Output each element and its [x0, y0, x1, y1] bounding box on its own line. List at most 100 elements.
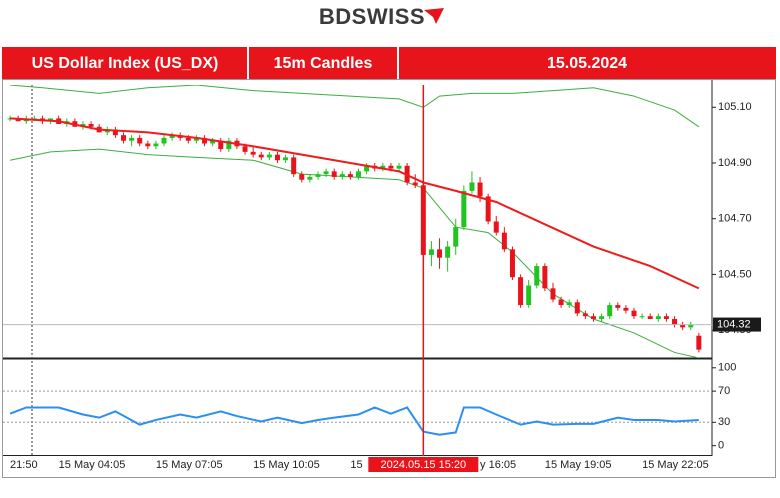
band-line — [10, 85, 700, 128]
y-tick-label: 104.50 — [718, 268, 752, 280]
candle-body — [672, 319, 678, 325]
candle-body — [185, 137, 191, 141]
candle-body — [380, 165, 386, 169]
candle-body — [428, 249, 434, 255]
candle-body — [639, 316, 645, 318]
candle-body — [461, 190, 467, 228]
candle-body — [688, 324, 694, 328]
moving-average — [9, 117, 700, 290]
x-tick-label: y 16:05 — [480, 459, 516, 471]
candle-body — [299, 174, 305, 180]
y-tick-label: 104.70 — [718, 213, 752, 225]
candle-body — [161, 137, 167, 144]
candle-body — [493, 221, 499, 233]
candle-body — [615, 305, 621, 308]
candle-body — [315, 174, 321, 177]
candle-body — [680, 324, 686, 328]
y-tick-label: 30 — [718, 416, 730, 428]
candle-body — [193, 137, 199, 141]
candle-body — [145, 143, 151, 147]
candle-body — [566, 302, 572, 306]
candle-body — [396, 165, 402, 169]
candle-body — [631, 310, 637, 317]
candle-body — [582, 313, 588, 317]
candle-body — [388, 165, 394, 169]
candle-body — [210, 140, 216, 144]
candle-body — [663, 316, 669, 319]
candle-body — [655, 316, 661, 319]
indicator-line — [9, 406, 699, 436]
x-tick-label: 15 May 10:05 — [253, 459, 320, 471]
candle-body — [88, 124, 94, 127]
candle-body — [347, 174, 353, 177]
price-label-box — [713, 317, 761, 332]
candle-body — [112, 129, 118, 136]
candle-body — [218, 140, 224, 150]
candle-body — [485, 196, 491, 222]
candle-body — [526, 285, 532, 306]
candle-body — [226, 140, 232, 150]
candle-body — [696, 335, 702, 350]
candle-body — [266, 154, 272, 158]
candle-body — [339, 174, 345, 177]
y-tick-label: 104.90 — [718, 157, 752, 169]
candle-body — [623, 307, 629, 311]
candle-body — [121, 135, 126, 141]
crosshair-label: 2024.05.15 15:20 — [381, 459, 467, 471]
candle-body — [647, 316, 653, 319]
candle-body — [542, 266, 548, 289]
date: 15.05.2024 — [547, 55, 627, 72]
y-tick-label: 70 — [718, 385, 730, 397]
candle-body — [169, 135, 175, 138]
instrument: US Dollar Index (US_DX) — [32, 55, 219, 72]
candle-body — [242, 146, 248, 152]
candle-body — [477, 182, 483, 197]
candle-body — [412, 182, 418, 186]
x-tick-label: 15 May 07:05 — [156, 459, 223, 471]
candle-body — [331, 171, 337, 177]
x-tick-label: 15 May 19:05 — [545, 459, 612, 471]
candle-body — [274, 154, 280, 161]
logo-mark — [424, 8, 444, 24]
y-tick-label: 0 — [718, 440, 724, 452]
candle-body — [558, 299, 564, 306]
x-tick-label: 15 May 04:05 — [59, 459, 126, 471]
chart-frame — [2, 79, 776, 478]
candle-body — [323, 171, 329, 175]
x-tick-label: 21:50 — [10, 459, 38, 471]
candle-body — [518, 277, 524, 306]
candle-body — [550, 288, 556, 300]
price-label: 104.32 — [717, 318, 751, 330]
candle-body — [445, 246, 451, 258]
candle-body — [574, 302, 580, 314]
logo: BDSWISS — [319, 4, 425, 29]
candle-body — [509, 249, 515, 278]
candle-body — [591, 316, 596, 319]
candle-body — [129, 137, 135, 141]
candle-body — [501, 232, 507, 250]
candle-body — [356, 171, 361, 177]
price-panel — [3, 85, 712, 358]
candle-body — [137, 137, 143, 144]
x-tick-label: 15 May 22:05 — [642, 459, 709, 471]
candle-body — [453, 227, 459, 247]
candle-body — [469, 182, 475, 191]
candle-body — [291, 157, 297, 175]
x-tick-label: 15 — [350, 459, 362, 471]
y-tick-label: 105.10 — [718, 101, 752, 113]
rsi-panel — [3, 390, 712, 436]
candle-body — [307, 176, 313, 180]
candle-body — [437, 249, 443, 258]
band-line — [9, 148, 699, 358]
candle-body — [607, 305, 613, 317]
candle-body — [283, 157, 289, 161]
candle-body — [202, 137, 208, 144]
y-tick-label: 100 — [718, 362, 736, 374]
crosshair-label-box — [368, 457, 479, 472]
candle-body — [153, 143, 159, 147]
candle-body — [534, 266, 540, 286]
candle-body — [250, 151, 256, 155]
candle-body — [599, 316, 605, 319]
